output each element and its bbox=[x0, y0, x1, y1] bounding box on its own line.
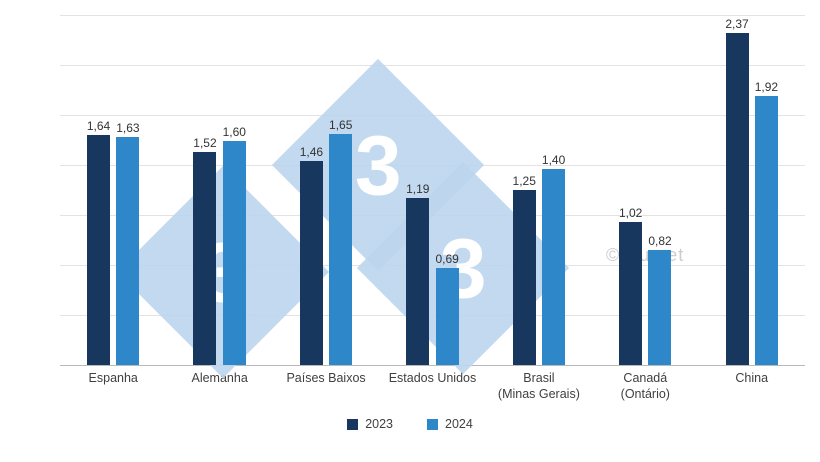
bar-group: 1,02 0,82 bbox=[619, 206, 672, 365]
bar-2023 bbox=[299, 161, 323, 365]
bar-value-label: 0,69 bbox=[435, 252, 459, 266]
bar-2024 bbox=[754, 96, 778, 365]
legend-label: 2023 bbox=[365, 417, 393, 431]
category-label: Países Baixos bbox=[286, 371, 366, 385]
bar-column: 0,82 bbox=[648, 234, 672, 365]
bar-group: 1,19 0,69 bbox=[406, 182, 459, 365]
bar-group: 1,64 1,63 bbox=[87, 119, 140, 365]
legend-label: 2024 bbox=[445, 417, 473, 431]
category-label: Espanha bbox=[88, 371, 138, 385]
bar-value-label: 1,60 bbox=[222, 125, 246, 139]
bar-group: 1,25 1,40 bbox=[513, 153, 565, 365]
gridline bbox=[60, 65, 805, 66]
bar-value-label: 1,46 bbox=[299, 145, 324, 159]
bar-value-label: 1,64 bbox=[86, 119, 111, 133]
bar-2024 bbox=[116, 137, 140, 365]
legend-item-2024: 2024 bbox=[427, 417, 473, 431]
bar-column: 1,25 bbox=[513, 174, 536, 365]
category-label: Alemanha bbox=[191, 371, 248, 385]
legend-swatch bbox=[427, 418, 438, 430]
bar-2024 bbox=[435, 268, 459, 365]
bar-2024 bbox=[542, 169, 566, 365]
bar-2024 bbox=[648, 250, 672, 365]
bar-value-label: 1,40 bbox=[541, 153, 566, 167]
bar-column: 1,60 bbox=[223, 125, 246, 365]
bar-value-label: 0,82 bbox=[648, 234, 672, 248]
bar-group: 1,52 1,60 bbox=[193, 125, 246, 365]
bar-value-label: 1,65 bbox=[329, 118, 353, 132]
category-label: China bbox=[735, 371, 769, 385]
bar-column: 1,46 bbox=[300, 145, 323, 365]
bar-value-label: 1,19 bbox=[406, 182, 430, 196]
x-axis-labels: Espanha Alemanha Países Baixos Estados Unid… bbox=[60, 371, 805, 402]
bar-2023 bbox=[512, 190, 536, 365]
category-label: Canadá (Ontário) bbox=[620, 371, 670, 401]
bar-column: 1,52 bbox=[193, 136, 217, 365]
bar-column: 1,64 bbox=[87, 119, 110, 365]
bar-value-label: 1,02 bbox=[618, 206, 643, 220]
category-label: Estados Unidos bbox=[388, 371, 477, 385]
x-axis-line bbox=[60, 365, 805, 366]
bar-column: 2,37 bbox=[725, 17, 749, 365]
bar-value-label: 1,25 bbox=[512, 174, 536, 188]
chart-legend: 2023 2024 bbox=[0, 417, 820, 431]
bar-groups: 1,64 1,63 1,52 1,60 1,46 1,65 1,19 0,69 1,25 1,40… bbox=[60, 15, 805, 365]
bar-2023 bbox=[87, 135, 111, 365]
bar-column: 1,40 bbox=[542, 153, 565, 365]
bar-2023 bbox=[619, 222, 643, 365]
bar-column: 1,63 bbox=[116, 121, 140, 365]
bar-2024 bbox=[222, 141, 246, 365]
bar-column: 1,02 bbox=[619, 206, 642, 365]
bar-2024 bbox=[329, 134, 353, 365]
bar-2023 bbox=[725, 33, 749, 365]
bar-column: 1,65 bbox=[329, 118, 352, 365]
legend-item-2023: 2023 bbox=[347, 417, 393, 431]
gridline bbox=[60, 15, 805, 16]
bar-column: 1,19 bbox=[406, 182, 429, 365]
bar-2023 bbox=[406, 198, 430, 365]
bar-column: 0,69 bbox=[435, 252, 459, 365]
bar-value-label: 1,92 bbox=[754, 80, 779, 94]
category-label: Brasil (Minas Gerais) bbox=[497, 371, 580, 401]
bar-value-label: 2,37 bbox=[725, 17, 749, 31]
plot-area: 1,64 1,63 1,52 1,60 1,46 1,65 1,19 0,69 1,25 1,40… bbox=[60, 15, 805, 366]
bar-column: 1,92 bbox=[755, 80, 778, 365]
bar-group: 2,37 1,92 bbox=[725, 17, 778, 365]
legend-swatch bbox=[347, 418, 359, 430]
bar-2023 bbox=[193, 152, 217, 365]
bar-value-label: 1,63 bbox=[116, 121, 140, 135]
bar-value-label: 1,52 bbox=[193, 136, 217, 150]
bar-group: 1,46 1,65 bbox=[300, 118, 352, 365]
